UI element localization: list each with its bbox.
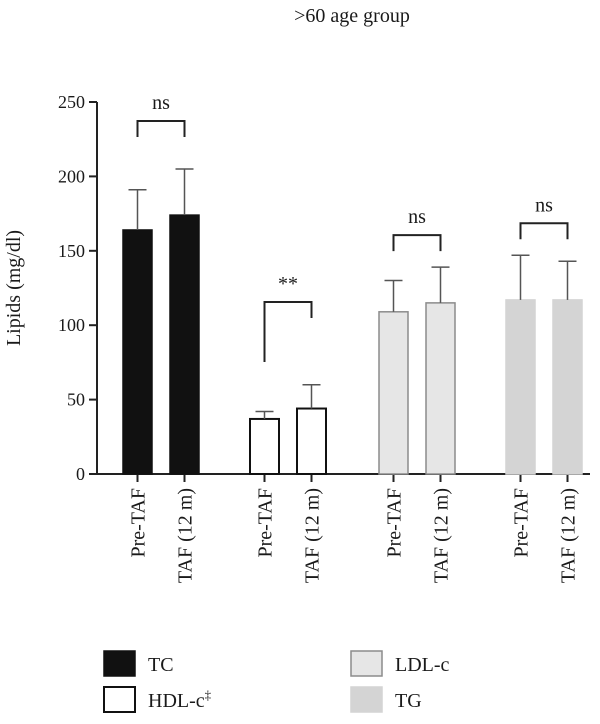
significance-bracket bbox=[519, 222, 569, 240]
x-tick-label: TAF (12 m) bbox=[302, 488, 324, 583]
x-tick-label: TAF (12 m) bbox=[558, 488, 580, 583]
y-tick-label: 100 bbox=[58, 315, 85, 335]
y-tick-label: 50 bbox=[67, 390, 85, 410]
y-tick-label: 0 bbox=[76, 464, 85, 484]
significance-annotations: ns ** ns ns bbox=[136, 92, 569, 362]
bar-tc-pre bbox=[122, 229, 153, 475]
bar-hdlc-pre bbox=[249, 417, 280, 475]
bar-tg-post bbox=[552, 299, 583, 475]
x-tick-label: TAF (12 m) bbox=[431, 488, 453, 583]
legend-swatch bbox=[350, 650, 383, 677]
bar-tg-pre bbox=[505, 299, 536, 475]
x-tick-label: Pre-TAF bbox=[511, 488, 533, 558]
legend: TC HDL-c‡ LDL-c TG bbox=[103, 650, 450, 713]
y-tick-label: 200 bbox=[58, 166, 85, 186]
legend-swatch bbox=[350, 686, 383, 713]
bar-tc-post bbox=[169, 214, 200, 475]
significance-label: ns bbox=[535, 194, 553, 216]
y-axis: 0 50 100 150 200 250 bbox=[58, 92, 98, 484]
legend-swatch bbox=[103, 650, 136, 677]
significance-bracket bbox=[392, 234, 442, 252]
significance-label: ns bbox=[408, 206, 426, 228]
significance-label: ** bbox=[278, 273, 298, 295]
chart-title: >60 age group bbox=[294, 5, 410, 27]
significance-label: ns bbox=[152, 92, 170, 114]
bar-ldlc-post bbox=[425, 302, 456, 475]
x-tick-label: Pre-TAF bbox=[128, 488, 150, 558]
significance-bracket bbox=[263, 301, 313, 362]
y-axis-label: Lipids (mg/dl) bbox=[3, 230, 25, 346]
bars bbox=[122, 168, 583, 476]
bar-hdlc-post bbox=[296, 407, 327, 476]
y-tick-label: 250 bbox=[58, 92, 85, 112]
x-tick-label: Pre-TAF bbox=[384, 488, 406, 558]
y-tick-label: 150 bbox=[58, 241, 85, 261]
x-tick-label: Pre-TAF bbox=[255, 488, 277, 558]
legend-swatch bbox=[103, 686, 136, 713]
legend-label: LDL-c bbox=[395, 654, 450, 676]
legend-label: HDL-c‡ bbox=[148, 687, 212, 712]
x-tick-label: TAF (12 m) bbox=[175, 488, 197, 583]
bar-ldlc-pre bbox=[378, 311, 409, 475]
significance-bracket bbox=[136, 120, 186, 137]
x-axis: Pre-TAF TAF (12 m) Pre-TAF TAF (12 m) Pre-TA… bbox=[97, 473, 590, 583]
legend-label: TC bbox=[148, 654, 174, 676]
legend-label: TG bbox=[395, 690, 422, 712]
